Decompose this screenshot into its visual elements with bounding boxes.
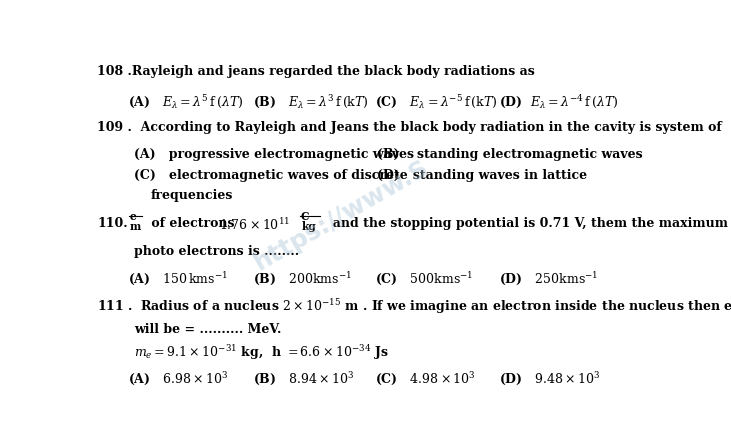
Text: (A)   progressive electromagnetic waves: (A) progressive electromagnetic waves — [134, 148, 414, 161]
Text: e: e — [130, 211, 137, 222]
Text: (B)   $E_{\lambda} = \lambda^3\,\mathrm{f}\,(\mathrm{k}T)$: (B) $E_{\lambda} = \lambda^3\,\mathrm{f}… — [253, 93, 368, 110]
Text: and the stopping potential is 0.71 V, them the maximum velocity of: and the stopping potential is 0.71 V, th… — [324, 217, 731, 230]
Text: will be = .......... MeV.: will be = .......... MeV. — [134, 323, 281, 336]
Text: kg: kg — [302, 221, 317, 232]
Text: (C)   $E_{\lambda} = \lambda^{-5}\,\mathrm{f}\,(\mathrm{k}T)$: (C) $E_{\lambda} = \lambda^{-5}\,\mathrm… — [374, 93, 497, 110]
Text: 109 .  According to Rayleigh and Jeans the black body radiation in the cavity is: 109 . According to Rayleigh and Jeans th… — [97, 121, 721, 134]
Text: $1.76 \times 10^{11}$: $1.76 \times 10^{11}$ — [219, 217, 290, 233]
Text: C: C — [301, 211, 309, 222]
Text: (B)   $8.94 \times 10^3$: (B) $8.94 \times 10^3$ — [253, 370, 355, 387]
Text: photo electrons is ........: photo electrons is ........ — [134, 245, 299, 258]
Text: 110.: 110. — [97, 217, 128, 230]
Text: (D)   $9.48 \times 10^3$: (D) $9.48 \times 10^3$ — [499, 370, 601, 387]
Text: (A)   $6.98 \times 10^3$: (A) $6.98 \times 10^3$ — [128, 370, 229, 387]
Text: (A)   $E_{\lambda} = \lambda^5\,\mathrm{f}\,(\lambda T)$: (A) $E_{\lambda} = \lambda^5\,\mathrm{f}… — [128, 93, 243, 110]
Text: m: m — [130, 221, 141, 232]
Text: (C)   electromagnetic waves of discrete: (C) electromagnetic waves of discrete — [134, 169, 408, 182]
Text: 108 .Rayleigh and jeans regarded the black body radiations as: 108 .Rayleigh and jeans regarded the bla… — [97, 65, 535, 77]
Text: (A)   $150\,\mathrm{kms}^{-1}$: (A) $150\,\mathrm{kms}^{-1}$ — [128, 270, 228, 287]
Text: 111 .  Radius of a nucleus $2 \times 10^{-15}$ m . If we imagine an electron ins: 111 . Radius of a nucleus $2 \times 10^{… — [97, 297, 731, 316]
Text: (B)   $200\mathrm{kms}^{-1}$: (B) $200\mathrm{kms}^{-1}$ — [253, 270, 352, 287]
Text: (D)   $250\mathrm{kms}^{-1}$: (D) $250\mathrm{kms}^{-1}$ — [499, 270, 599, 287]
Text: of electrons: of electrons — [147, 217, 235, 230]
Text: (D)  $E_{\lambda} = \lambda^{-4}\,\mathrm{f}\,(\lambda T)$: (D) $E_{\lambda} = \lambda^{-4}\,\mathrm… — [499, 93, 618, 110]
Text: frequencies: frequencies — [151, 189, 233, 202]
Text: (D)   standing waves in lattice: (D) standing waves in lattice — [377, 169, 588, 182]
Text: $m_e = 9.1 \times 10^{-31}$ kg,  h $= 6.6 \times 10^{-34}$ Js: $m_e = 9.1 \times 10^{-31}$ kg, h $= 6.6… — [134, 343, 389, 362]
Text: (C)   $500\mathrm{kms}^{-1}$: (C) $500\mathrm{kms}^{-1}$ — [374, 270, 473, 287]
Text: https://www.S: https://www.S — [250, 156, 433, 275]
Text: (C)   $4.98 \times 10^3$: (C) $4.98 \times 10^3$ — [374, 370, 475, 387]
Text: (B)    standing electromagnetic waves: (B) standing electromagnetic waves — [377, 148, 643, 161]
